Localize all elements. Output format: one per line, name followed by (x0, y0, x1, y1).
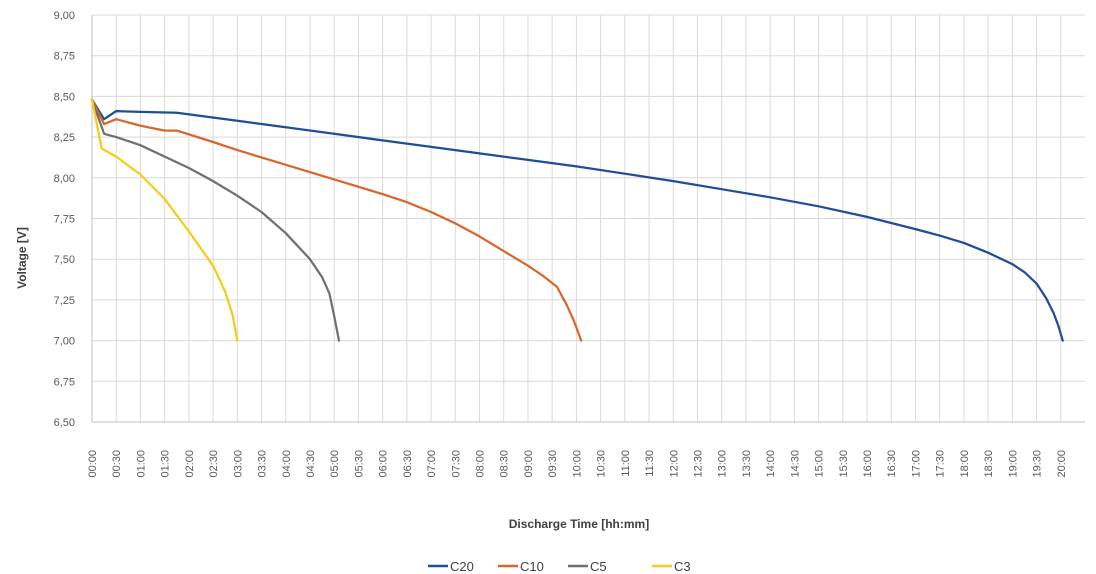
legend-item-c5: C5 (568, 559, 607, 574)
x-tick-label: 06:30 (402, 450, 414, 478)
x-tick-label: 19:30 (1032, 450, 1044, 478)
x-tick-label: 05:00 (329, 450, 341, 478)
y-tick-label: 7,25 (54, 295, 75, 307)
x-tick-label: 15:30 (838, 450, 850, 478)
x-tick-label: 18:00 (959, 450, 971, 478)
x-tick-labels: 00:00 00:30 01:00 01:30 02:00 02:30 03:00 03:30… (87, 450, 1068, 478)
x-tick-label: 01:00 (135, 450, 147, 478)
y-tick-label: 8,25 (54, 132, 75, 144)
y-tick-label: 8,00 (54, 173, 75, 185)
x-tick-label: 07:00 (426, 450, 438, 478)
y-tick-label: 6,50 (54, 417, 75, 429)
y-tick-label: 8,50 (54, 91, 75, 103)
y-tick-label: 7,75 (54, 214, 75, 226)
x-tick-label: 00:30 (111, 450, 123, 478)
x-tick-label: 16:30 (886, 450, 898, 478)
x-tick-label: 12:00 (668, 450, 680, 478)
series-line-c3 (90, 98, 239, 342)
gridlines (91, 14, 1085, 423)
series-line-c20 (90, 98, 1064, 342)
x-tick-label: 09:30 (547, 450, 559, 478)
x-tick-label: 10:30 (596, 450, 608, 478)
y-tick-label: 8,75 (54, 51, 75, 63)
x-tick-label: 03:30 (257, 450, 269, 478)
x-tick-label: 01:30 (160, 450, 172, 478)
x-tick-label: 15:00 (814, 450, 826, 478)
x-tick-label: 18:30 (983, 450, 995, 478)
x-tick-label: 07:30 (450, 450, 462, 478)
x-axis-title: Discharge Time [hh:mm] (509, 517, 649, 531)
x-tick-label: 05:30 (353, 450, 365, 478)
x-tick-label: 08:30 (499, 450, 511, 478)
y-tick-label: 6,75 (54, 376, 75, 388)
x-tick-label: 04:30 (305, 450, 317, 478)
x-tick-label: 17:00 (910, 450, 922, 478)
legend-label: C10 (520, 559, 544, 574)
x-tick-label: 11:30 (644, 450, 656, 477)
legend-item-c10: C10 (498, 559, 544, 574)
legend-label: C20 (450, 559, 474, 574)
x-tick-label: 17:30 (935, 450, 947, 478)
y-tick-label: 9,00 (54, 10, 75, 22)
x-tick-label: 00:00 (87, 450, 99, 478)
x-tick-label: 04:00 (281, 450, 293, 478)
y-axis-title: Voltage [V] (15, 227, 29, 289)
series-lines (90, 98, 1064, 342)
x-tick-label: 03:00 (232, 450, 244, 478)
x-tick-label: 19:00 (1007, 450, 1019, 478)
series-line-c5 (90, 98, 341, 342)
x-tick-label: 14:00 (765, 450, 777, 478)
series-line-c10 (90, 98, 583, 342)
legend-label: C3 (674, 559, 691, 574)
x-tick-label: 14:30 (789, 450, 801, 478)
y-tick-label: 7,50 (54, 254, 75, 266)
x-tick-label: 02:00 (184, 450, 196, 478)
legend: C20 C10 C5 C3 (428, 559, 691, 574)
x-tick-label: 16:00 (862, 450, 874, 478)
x-tick-label: 10:00 (571, 450, 583, 478)
x-tick-label: 12:30 (692, 450, 704, 478)
y-tick-labels: 9,00 8,75 8,50 8,25 8,00 7,75 7,50 7,25 7,00 6,75… (54, 10, 75, 429)
x-tick-label: 13:30 (741, 450, 753, 478)
x-tick-label: 08:00 (475, 450, 487, 478)
x-tick-label: 06:00 (378, 450, 390, 478)
x-tick-label: 13:00 (717, 450, 729, 478)
legend-item-c3: C3 (652, 559, 691, 574)
legend-label: C5 (590, 559, 607, 574)
x-tick-label: 20:00 (1056, 450, 1068, 478)
legend-item-c20: C20 (428, 559, 474, 574)
x-tick-label: 09:00 (523, 450, 535, 478)
axes (91, 15, 1085, 423)
x-tick-label: 11:00 (620, 450, 632, 477)
y-tick-label: 7,00 (54, 336, 75, 348)
x-tick-label: 02:30 (208, 450, 220, 478)
